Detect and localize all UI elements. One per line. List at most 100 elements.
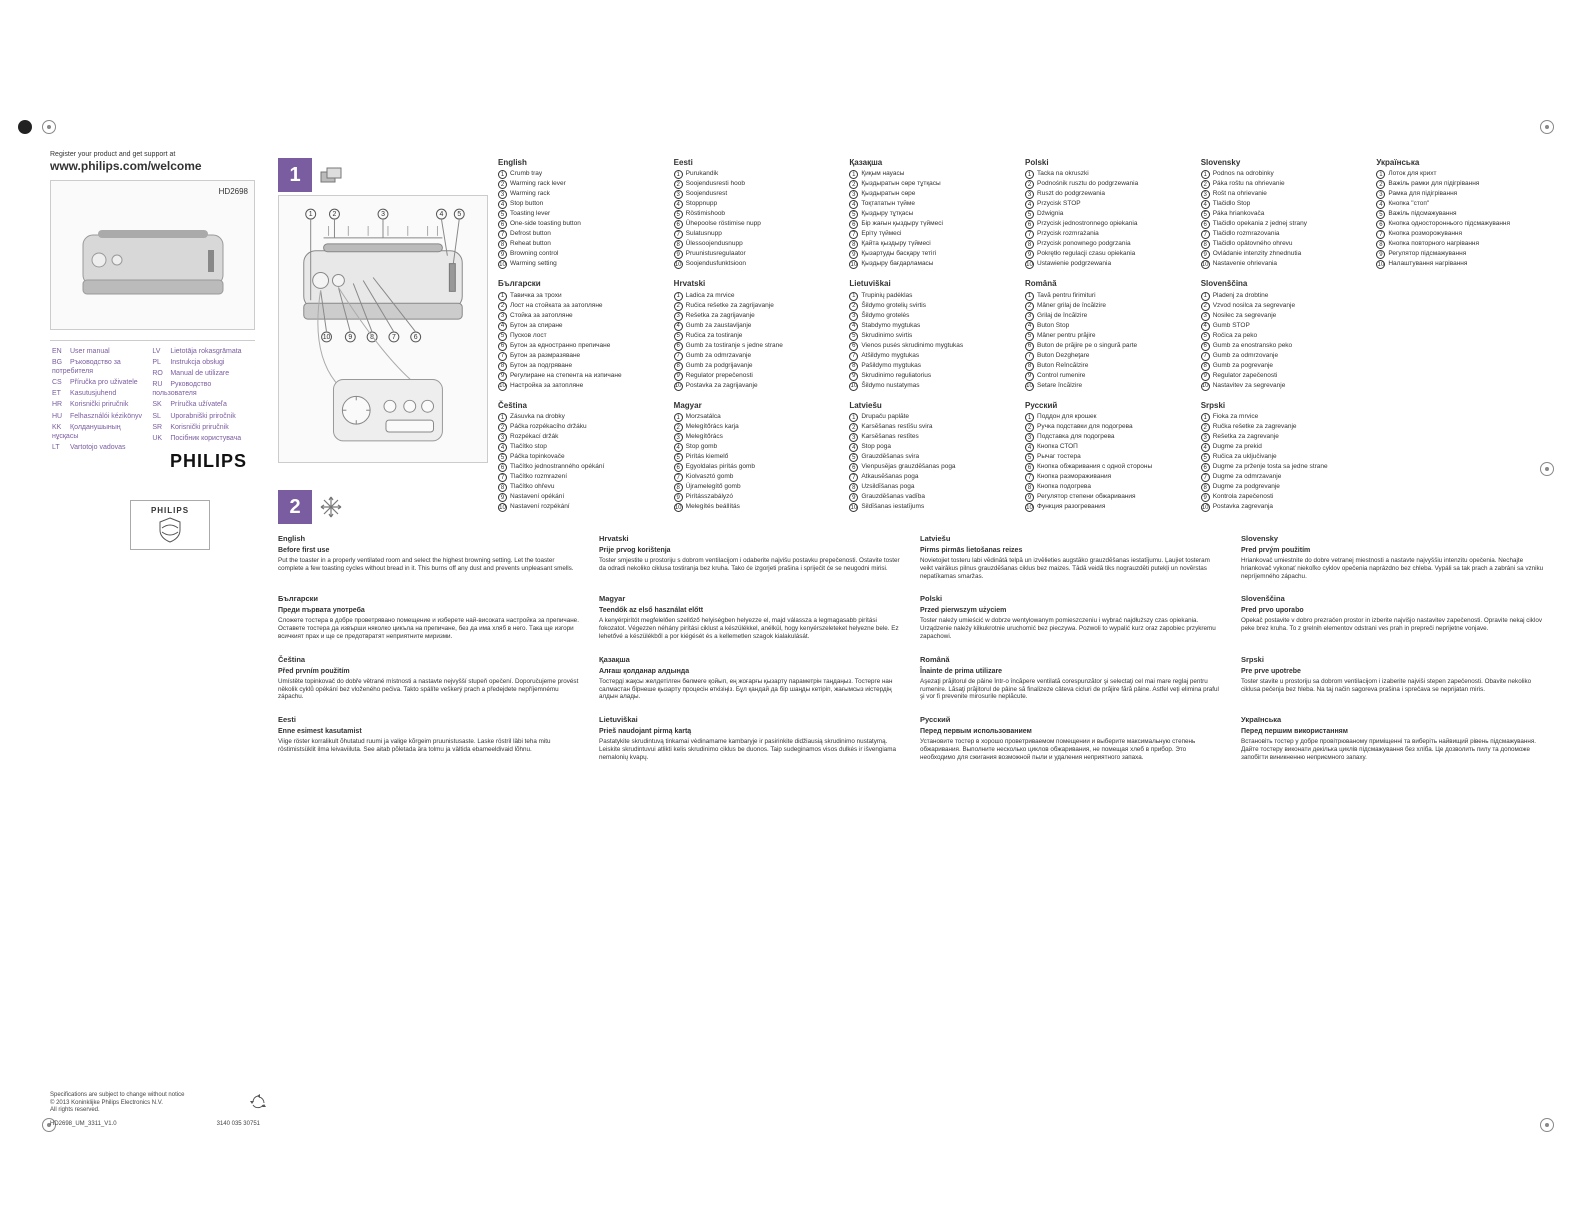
- part-number: 4: [1025, 322, 1034, 331]
- part-row: 3Рамка для підігрівання: [1376, 190, 1544, 199]
- instruction-block: SlovenščinaPred prvo uporaboOpekač posta…: [1241, 594, 1544, 640]
- part-label: Tlačidlo Stop: [1213, 200, 1251, 208]
- instruction-lang: Українська: [1241, 715, 1544, 725]
- part-row: 2Vzvod nosilca za segrevanje: [1201, 302, 1369, 311]
- part-number: 6: [674, 342, 683, 351]
- instruction-lang: Қазақша: [599, 655, 902, 665]
- part-label: Trupinių padėklas: [861, 292, 912, 300]
- part-row: 6Ühepoolse röstimise nupp: [674, 220, 842, 229]
- part-number: 6: [1201, 463, 1210, 472]
- part-row: 2Mâner grilaj de încălzire: [1025, 302, 1193, 311]
- part-number: 9: [674, 250, 683, 259]
- parts-lang-title: Polski: [1025, 158, 1193, 168]
- part-number: 2: [1025, 423, 1034, 432]
- part-number: 6: [1025, 220, 1034, 229]
- part-row: 4Кнопка "стоп": [1376, 200, 1544, 209]
- parts-lang-block: Română1Tavă pentru firimituri2Mâner gril…: [1025, 279, 1193, 390]
- part-row: 8Бутон за подгряване: [498, 362, 666, 371]
- instruction-lang: Română: [920, 655, 1223, 665]
- part-label: Regulator prepečenosti: [686, 372, 753, 380]
- lang-row: KKҚолданушының нұсқасы: [52, 423, 146, 441]
- part-number: 8: [1376, 240, 1385, 249]
- lang-row: SLUporabniški priročnik: [152, 412, 246, 421]
- part-row: 4Stoppnupp: [674, 200, 842, 209]
- part-number: 7: [498, 230, 507, 239]
- part-number: 1: [498, 413, 507, 422]
- part-label: Gumb za zaustavljanje: [686, 322, 752, 330]
- instruction-block: LatviešuPirms pirmās lietošanas reizesNo…: [920, 534, 1223, 580]
- part-label: Przycisk ponownego podgrzania: [1037, 240, 1131, 248]
- part-label: Кнопка повторного нагрівання: [1388, 240, 1479, 248]
- part-label: Röstimishoob: [686, 210, 725, 218]
- part-number: 4: [498, 200, 507, 209]
- part-label: Rešetka za zagrijavanje: [686, 312, 755, 320]
- part-label: Tlačítko rozmrazení: [510, 473, 567, 481]
- instruction-body: Aşezaţi prăjitorul de pâine într-o încăp…: [920, 678, 1223, 702]
- register-block: Register your product and get support at…: [50, 150, 202, 175]
- svg-text:6: 6: [414, 334, 418, 341]
- part-row: 10Setare încălzire: [1025, 382, 1193, 391]
- parts-lang-title: Magyar: [674, 401, 842, 411]
- part-row: 10Nastavitev za segrevanje: [1201, 382, 1369, 391]
- instruction-subtitle: Before first use: [278, 546, 581, 555]
- part-label: Gumb STOP: [1213, 322, 1250, 330]
- part-row: 2Ručka rešetke za zagrevanje: [1201, 423, 1369, 432]
- part-label: Zásuvka na drobky: [510, 413, 565, 421]
- part-row: 3Подставка для подогрева: [1025, 433, 1193, 442]
- instruction-body: Pastatykite skrudintuvą tinkamai vėdinam…: [599, 738, 902, 762]
- part-row: 8Кнопка повторного нагрівання: [1376, 240, 1544, 249]
- instruction-block: ҚазақшаАлғаш қолданар алдындаТостерді жа…: [599, 655, 902, 701]
- part-label: Setare încălzire: [1037, 382, 1082, 390]
- part-row: 6Кнопка обжаривания с одной стороны: [1025, 463, 1193, 472]
- part-row: 10Warming setting: [498, 260, 666, 269]
- part-number: 1: [1376, 170, 1385, 179]
- part-number: 1: [1201, 292, 1210, 301]
- part-row: 8Gumb za podgrijavanje: [674, 362, 842, 371]
- instruction-lang: Srpski: [1241, 655, 1544, 665]
- part-row: 6Бутон за едностранно препичане: [498, 342, 666, 351]
- instruction-body: Novietojiet tosteru labi vēdinātā telpā …: [920, 557, 1223, 581]
- part-row: 2Ručica rešetke za zagrijavanje: [674, 302, 842, 311]
- part-number: 2: [849, 423, 858, 432]
- part-label: Қайта қыздыру түймесі: [861, 240, 930, 248]
- part-number: 7: [849, 352, 858, 361]
- part-number: 5: [1025, 210, 1034, 219]
- part-label: Tlačítko stop: [510, 443, 547, 451]
- part-row: 1Crumb tray: [498, 170, 666, 179]
- part-row: 4Бутон за спиране: [498, 322, 666, 331]
- part-label: Przycisk rozmrażania: [1037, 230, 1099, 238]
- instruction-lang: Hrvatski: [599, 534, 902, 544]
- part-number: 2: [674, 423, 683, 432]
- part-row: 5Ročica za peko: [1201, 332, 1369, 341]
- part-number: 6: [498, 220, 507, 229]
- instruction-body: Opekač postavite v dobro prezračen prost…: [1241, 617, 1544, 633]
- part-label: Rešetka za zagrevanje: [1213, 433, 1279, 441]
- part-label: Dźwignia: [1037, 210, 1063, 218]
- instruction-block: RomânăÎnainte de prima utilizareAşezaţi …: [920, 655, 1223, 701]
- instruction-block: РусскийПеред первым использованиемУстано…: [920, 715, 1223, 761]
- part-label: Dugme za prženje tosta sa jedne strane: [1213, 463, 1328, 471]
- part-number: 6: [849, 342, 858, 351]
- part-label: Важіль рамки для підігрівання: [1388, 180, 1479, 188]
- part-number: 3: [498, 312, 507, 321]
- part-label: Sulatusnupp: [686, 230, 722, 238]
- parts-lang-block: English1Crumb tray2Warming rack lever3Wa…: [498, 158, 666, 269]
- parts-lang-block: Slovenščina1Pladenj za drobtine2Vzvod no…: [1201, 279, 1369, 390]
- part-row: 5Röstimishoob: [674, 210, 842, 219]
- footer-block: Specifications are subject to change wit…: [50, 1092, 260, 1129]
- part-label: Soojendusfunktsioon: [686, 260, 746, 268]
- part-label: Ручка подставки для подогрева: [1037, 423, 1133, 431]
- diagram-box: 1 2 3 4 5 10 9 8 7 6: [278, 195, 488, 463]
- parts-lang-title: Čeština: [498, 401, 666, 411]
- part-number: 7: [674, 230, 683, 239]
- part-row: 9Pokrętło regulacji czasu opiekania: [1025, 250, 1193, 259]
- part-row: 3Қыздыратын сөре: [849, 190, 1017, 199]
- part-label: Przycisk jednostronnego opiekania: [1037, 220, 1137, 228]
- part-row: 9Pruunistusregulaator: [674, 250, 842, 259]
- part-label: Buton de prăjire pe o singură parte: [1037, 342, 1137, 350]
- part-label: Skrudinimo reguliatorius: [861, 372, 931, 380]
- part-label: Ručica za tostiranje: [686, 332, 743, 340]
- part-label: Egyoldalas pirítás gomb: [686, 463, 755, 471]
- part-label: Stoppnupp: [686, 200, 717, 208]
- part-label: Ühepoolse röstimise nupp: [686, 220, 761, 228]
